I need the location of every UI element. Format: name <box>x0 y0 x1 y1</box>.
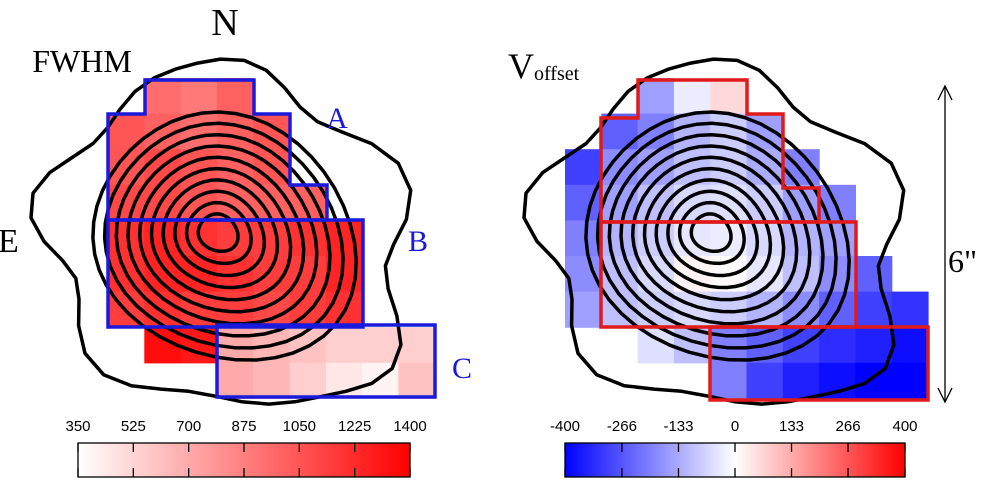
pixel <box>710 362 748 399</box>
contour <box>642 166 786 302</box>
region-label: C <box>452 352 472 385</box>
pixel <box>398 327 436 364</box>
title-subscript: offset <box>534 63 580 85</box>
north-label: N <box>211 2 238 44</box>
pixel <box>362 327 399 364</box>
colorbar-tick-label: 1400 <box>393 418 426 435</box>
pixel <box>565 220 602 257</box>
colorbar-tick-label: 350 <box>65 418 90 435</box>
pixel <box>253 362 291 399</box>
pixel <box>891 291 929 328</box>
pixel <box>180 78 218 115</box>
colorbar-tick-label: 400 <box>892 418 917 435</box>
contour <box>91 110 358 362</box>
pixel <box>216 78 254 115</box>
panel-title: FWHM <box>32 43 132 79</box>
pixel <box>637 78 675 115</box>
region-box <box>599 78 821 224</box>
pixel <box>144 78 182 115</box>
colorbar-tick-label: 1225 <box>338 418 371 435</box>
contour <box>149 166 293 302</box>
contour <box>29 57 413 406</box>
colorbar-tick-label: 875 <box>231 418 256 435</box>
region-box <box>106 218 365 329</box>
colorbar-tick-label: 700 <box>176 418 201 435</box>
pixel <box>325 327 363 364</box>
colorbar-tick-label: -266 <box>607 418 637 435</box>
pixel <box>289 362 327 399</box>
contour <box>630 155 799 314</box>
contour <box>607 132 825 338</box>
contour <box>137 155 306 314</box>
east-label: E <box>0 223 19 260</box>
pixel <box>819 327 856 364</box>
pixel <box>855 256 893 293</box>
colorbar-tick-label: -400 <box>550 418 580 435</box>
region-box <box>708 325 930 402</box>
contour <box>595 121 838 350</box>
pixel <box>782 220 820 257</box>
pixel <box>855 327 893 364</box>
contour <box>173 189 267 278</box>
contour <box>619 144 812 326</box>
pixel <box>819 220 856 257</box>
contour <box>114 132 332 338</box>
region-box <box>215 323 437 399</box>
pixel <box>746 362 784 399</box>
scale-arrow <box>937 84 953 404</box>
panel-title: Voffset <box>508 46 580 86</box>
title-main: V <box>508 46 534 86</box>
pixel <box>253 220 291 257</box>
pixel <box>710 78 748 115</box>
contour <box>161 178 280 290</box>
pixel <box>782 362 820 399</box>
pixel <box>289 220 327 257</box>
region-label: B <box>408 225 428 258</box>
voffset-panel: -400 -266 -133 0 133 266 400 <box>522 57 930 478</box>
pixel <box>216 113 254 150</box>
pixel <box>710 113 748 150</box>
contour <box>666 189 760 278</box>
contour <box>196 212 240 254</box>
pixel <box>180 113 218 150</box>
contour <box>126 144 319 326</box>
fwhm-panel: A B C 350 525 700 875 1050 1225 1400 <box>29 57 472 478</box>
pixel <box>673 78 711 115</box>
region-box <box>106 78 329 222</box>
pixel <box>891 327 929 364</box>
colorbar-tick-label: 1050 <box>283 418 316 435</box>
pixel <box>398 362 436 399</box>
pixel <box>216 362 254 399</box>
scale-label: 6" <box>948 243 977 279</box>
contour <box>677 200 746 266</box>
colorbar-tick-label: -133 <box>663 418 693 435</box>
colorbar-tick-label: 133 <box>779 418 804 435</box>
region-label: A <box>326 102 348 135</box>
pixel <box>673 113 711 150</box>
pixel <box>891 362 929 399</box>
pixel <box>819 184 856 221</box>
colorbar-tick-label: 0 <box>731 418 739 435</box>
colorbar-tick-label: 525 <box>121 418 146 435</box>
contour <box>584 110 851 362</box>
colorbar-tick-label: 266 <box>836 418 861 435</box>
contour <box>654 178 773 290</box>
